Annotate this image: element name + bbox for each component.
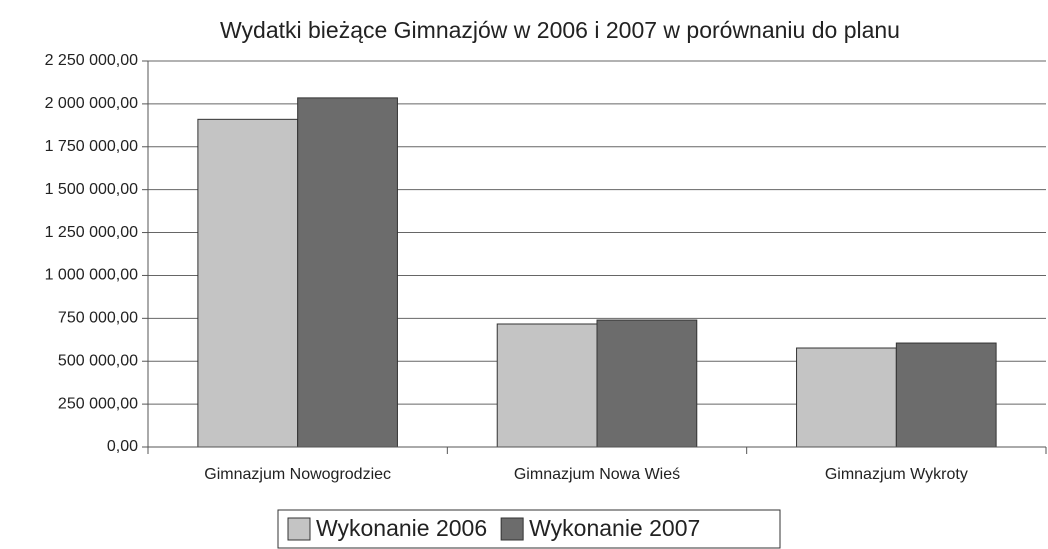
y-tick-label: 2 000 000,00: [45, 95, 139, 112]
legend-swatch: [287, 517, 311, 541]
bar: [596, 319, 698, 448]
bar: [197, 118, 299, 448]
y-tick-label: 2 250 000,00: [45, 52, 139, 69]
x-tick-label: Gimnazjum Nowogrodziec: [204, 466, 391, 483]
bar: [496, 323, 598, 448]
x-tick-label: Gimnazjum Nowa Wieś: [514, 466, 680, 483]
y-tick-label: 250 000,00: [58, 395, 138, 412]
y-tick-label: 0,00: [107, 438, 138, 455]
legend-box: [277, 509, 781, 549]
y-tick-label: 1 000 000,00: [45, 267, 139, 284]
chart-title: Wydatki bieżące Gimnazjów w 2006 i 2007 …: [220, 17, 900, 43]
y-tick-label: 1 750 000,00: [45, 138, 139, 155]
y-tick-label: 750 000,00: [58, 310, 138, 327]
bar: [796, 347, 897, 448]
legend-swatch: [500, 517, 524, 541]
bar: [297, 97, 398, 448]
legend-label: Wykonanie 2007: [529, 515, 700, 541]
y-tick-label: 1 500 000,00: [45, 181, 139, 198]
legend-label: Wykonanie 2006: [316, 515, 487, 541]
y-tick-label: 1 250 000,00: [45, 224, 139, 241]
bar: [895, 342, 997, 448]
y-tick-label: 500 000,00: [58, 352, 138, 369]
x-tick-label: Gimnazjum Wykroty: [825, 466, 968, 483]
